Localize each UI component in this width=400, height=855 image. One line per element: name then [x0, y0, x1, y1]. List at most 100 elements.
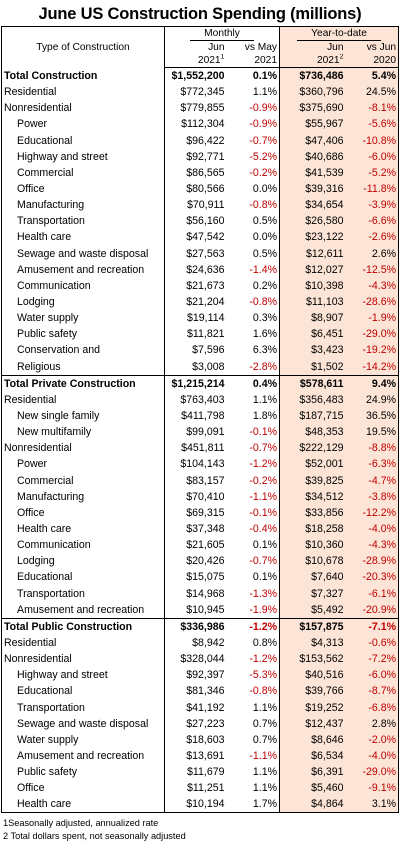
ytd-group-header: Year-to-date: [279, 26, 400, 41]
vs-jun-value: -12.5%: [345, 261, 400, 278]
vs-may-value: -0.9%: [249, 102, 278, 115]
table-row: Health care $47,542 0.0% $23,122 -2.6%: [1, 229, 400, 246]
spending-table: Monthly Year-to-date Type of Constructio…: [1, 26, 400, 814]
monthly-jun-value: $81,346: [164, 683, 227, 700]
monthly-jun-value: $70,410: [164, 488, 227, 505]
ytd-jun-value: $39,316: [279, 180, 346, 198]
table-row: Highway and street $92,771 -5.2% $40,686 -6.…: [1, 148, 400, 165]
spending-table-body: Monthly Year-to-date Type of Constructio…: [1, 26, 400, 814]
monthly-jun-value: $763,403: [164, 391, 227, 408]
vs-jun-value: 36.5%: [345, 407, 400, 425]
ytd-jun-value: $5,460: [279, 780, 346, 797]
table-row: Public safety $11,679 1.1% $6,391 -29.0%: [1, 764, 400, 781]
vs-may-value: 0.5%: [252, 247, 278, 260]
ytd-year-header: 20212: [279, 54, 346, 68]
vs-may-value: 1.8%: [252, 410, 278, 423]
monthly-jun-value: $772,345: [164, 84, 227, 101]
table-row: Nonresidential $779,855 -0.9% $375,690 -8.1%: [1, 100, 400, 117]
ytd-jun-value: $8,646: [279, 731, 346, 748]
vs-jun-value: -6.6%: [345, 213, 400, 230]
header-spacer: [1, 26, 165, 41]
ytd-jun-value: $736,486: [279, 67, 346, 85]
table-row: Educational $81,346 -0.8% $39,766 -8.7%: [1, 683, 400, 700]
ytd-jun-value: $1,502: [279, 358, 346, 376]
table-row: Office $80,566 0.0% $39,316 -11.8%: [1, 180, 400, 198]
vs-jun-value: -28.6%: [345, 293, 400, 311]
monthly-jun-value: $27,563: [164, 245, 227, 262]
vs-may-year-header: 2021: [226, 54, 280, 68]
monthly-jun-value: $86,565: [164, 164, 227, 181]
row-label: Office: [1, 180, 165, 198]
row-label: Nonresidential: [1, 651, 165, 668]
monthly-jun-value: $3,008: [164, 358, 227, 376]
monthly-jun-value: $7,596: [164, 342, 227, 359]
monthly-jun-value: $41,192: [164, 699, 227, 716]
row-label: Educational: [1, 569, 165, 586]
vs-jun-value: -10.8%: [345, 132, 400, 149]
ytd-jun-value: $40,686: [279, 148, 346, 165]
row-label: Educational: [1, 132, 165, 149]
vs-jun-value: -4.0%: [345, 747, 400, 765]
vs-may-value: 0.1%: [252, 571, 278, 584]
ytd-jun-value: $10,360: [279, 537, 346, 554]
table-row: Residential $772,345 1.1% $360,796 24.5%: [1, 84, 400, 101]
ytd-jun-value: $34,654: [279, 197, 346, 214]
row-label: Public safety: [1, 764, 165, 781]
vs-may-value: -0.4%: [249, 523, 278, 535]
monthly-jun-value: $24,636: [164, 261, 227, 278]
table-row: Commercial $86,565 -0.2% $41,539 -5.2%: [1, 164, 400, 181]
vs-may-value: -0.7%: [249, 555, 278, 568]
vs-may-value: -0.7%: [249, 134, 278, 147]
ytd-jun-value: $23,122: [279, 229, 346, 246]
table-row: Nonresidential $451,811 -0.7% $222,129 -8.8%: [1, 440, 400, 457]
vs-jun-value: -6.3%: [345, 456, 400, 473]
monthly-jun-value: $11,821: [164, 326, 227, 343]
ytd-jun-value: $3,423: [279, 342, 346, 359]
page-title: June US Construction Spending (millions): [38, 5, 362, 23]
ytd-jun-value: $6,391: [279, 764, 346, 781]
vs-jun-value: -4.3%: [345, 537, 400, 554]
ytd-jun-value: $12,027: [279, 261, 346, 278]
ytd-jun-value: $12,437: [279, 715, 346, 732]
row-label: Power: [1, 456, 165, 473]
monthly-jun-value: $13,691: [164, 747, 227, 765]
vs-may-value: 1.1%: [252, 86, 278, 99]
vs-jun-value: -20.3%: [345, 569, 400, 586]
row-label: Conservation and: [1, 342, 165, 359]
table-row: Total Public Construction $336,986 -1.2% $1…: [1, 617, 400, 635]
monthly-jun-value: $411,798: [164, 407, 227, 425]
ytd-jun-value: $55,967: [279, 116, 346, 133]
vs-may-value: 0.7%: [252, 717, 278, 730]
vs-jun-value: -6.8%: [345, 699, 400, 716]
monthly-jun-value: $14,968: [164, 585, 227, 602]
ytd-label: Year-to-date: [297, 28, 381, 41]
row-label: Transportation: [1, 585, 165, 602]
footnote-2: 2 Total dollars spent, not seasonally ad…: [3, 831, 186, 841]
table-row: Commercial $83,157 -0.2% $39,825 -4.7%: [1, 472, 400, 489]
vs-jun-value: -4.7%: [345, 472, 400, 489]
vs-may-value: 1.1%: [252, 393, 278, 406]
table-row: New multifamily $99,091 -0.1% $48,353 19.5%: [1, 424, 400, 441]
table-row: Manufacturing $70,911 -0.8% $34,654 -3.9%: [1, 197, 400, 214]
monthly-jun-value: $10,194: [164, 796, 227, 814]
vs-jun-value: 3.1%: [345, 796, 400, 814]
table-row: Lodging $20,426 -0.7% $10,678 -28.9%: [1, 553, 400, 570]
vs-jun-value: -8.7%: [345, 683, 400, 700]
vs-may-value: -2.8%: [249, 360, 278, 373]
vs-jun-value: -0.6%: [345, 634, 400, 652]
ytd-jun-value: $375,690: [279, 100, 346, 117]
row-label: Communication: [1, 537, 165, 554]
monthly-jun-value: $56,160: [164, 213, 227, 230]
monthly-jun-value: $112,304: [164, 116, 227, 133]
vs-may-value: -5.2%: [249, 150, 278, 163]
monthly-jun-value: $336,986: [164, 617, 227, 635]
ytd-jun-value: $26,580: [279, 213, 346, 230]
vs-may-value: 1.6%: [252, 328, 278, 341]
vs-may-value: -0.8%: [249, 685, 278, 698]
vs-may-value: -1.2%: [249, 458, 278, 471]
row-label: Amusement and recreation: [1, 261, 165, 278]
row-label: Health care: [1, 520, 165, 538]
monthly-jun-value: $1,215,214: [164, 374, 227, 392]
monthly-jun-value: $83,157: [164, 472, 227, 489]
vs-jun-value: -28.9%: [345, 553, 400, 570]
